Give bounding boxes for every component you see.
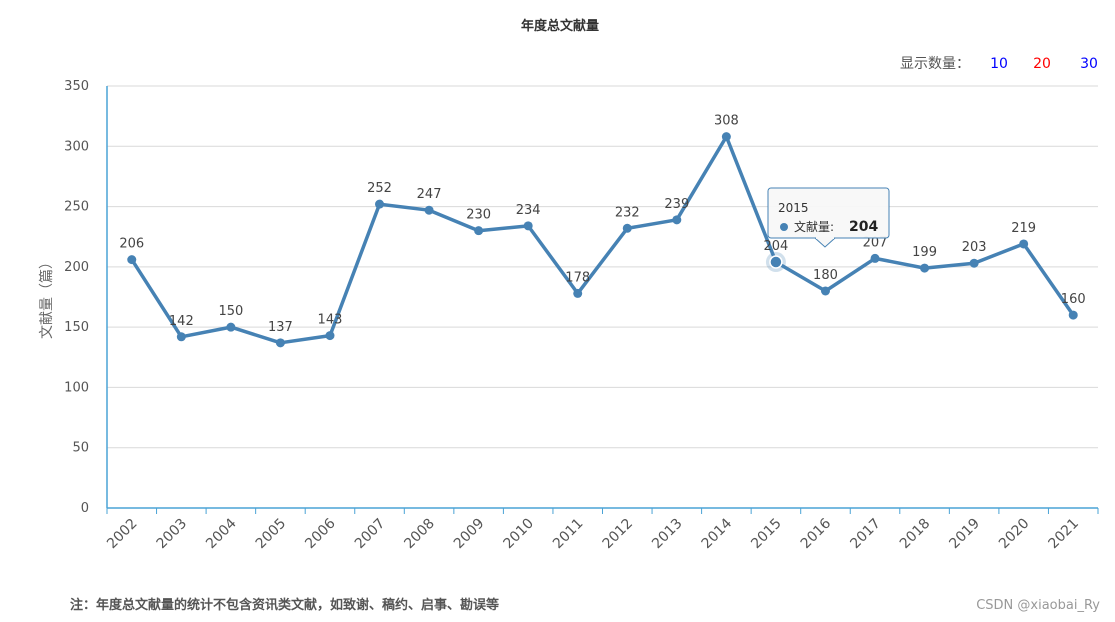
data-label: 207 bbox=[863, 235, 888, 250]
data-point bbox=[375, 199, 385, 209]
x-tick-label: 2017 bbox=[847, 516, 884, 553]
data-label: 180 bbox=[813, 268, 838, 283]
y-tick-label: 200 bbox=[64, 260, 89, 275]
tooltip: 2015 文献量: 204 bbox=[767, 187, 890, 248]
x-tick-label: 2014 bbox=[699, 515, 736, 552]
x-tick-label: 2006 bbox=[302, 515, 339, 552]
series-line bbox=[130, 134, 1075, 345]
y-tick-label: 100 bbox=[64, 380, 89, 395]
data-point bbox=[820, 286, 830, 296]
y-tick-label: 50 bbox=[72, 441, 89, 456]
data-label: 206 bbox=[119, 237, 144, 252]
x-tick-label: 2004 bbox=[203, 515, 240, 552]
x-tick-label: 2021 bbox=[1046, 516, 1083, 553]
y-tick-label: 0 bbox=[81, 501, 89, 516]
data-point bbox=[325, 331, 335, 341]
x-tick-label: 2019 bbox=[946, 516, 983, 553]
data-label: 232 bbox=[615, 205, 640, 220]
data-label: 160 bbox=[1061, 292, 1086, 307]
data-point bbox=[622, 223, 632, 233]
display-count-option-20[interactable]: 20 bbox=[1033, 56, 1051, 72]
display-count-controls: 显示数量： 10 20 30 bbox=[900, 56, 1098, 72]
y-axis-label: 文献量（篇） bbox=[39, 255, 55, 339]
data-point bbox=[226, 322, 236, 332]
data-point bbox=[424, 205, 434, 215]
display-count-option-30[interactable]: 30 bbox=[1080, 56, 1098, 72]
y-tick-label: 250 bbox=[64, 200, 89, 215]
data-point bbox=[1019, 239, 1029, 249]
y-tick-label: 300 bbox=[64, 139, 89, 154]
x-tick-label: 2002 bbox=[104, 516, 141, 553]
grid bbox=[107, 85, 1098, 449]
data-label: 150 bbox=[218, 304, 243, 319]
data-label: 204 bbox=[764, 239, 789, 254]
data-point bbox=[721, 132, 731, 142]
data-point bbox=[870, 253, 880, 263]
data-point bbox=[573, 288, 583, 298]
data-point bbox=[969, 258, 979, 268]
data-label: 143 bbox=[318, 313, 343, 328]
tooltip-series-marker bbox=[780, 223, 788, 231]
x-tick-label: 2011 bbox=[550, 516, 587, 553]
footnote: 注：年度总文献量的统计不包含资讯类文献，如致谢、稿约、启事、勘误等 bbox=[70, 597, 499, 613]
x-tick-label: 2007 bbox=[352, 516, 389, 553]
x-tick-label: 2008 bbox=[401, 516, 438, 553]
data-label: 142 bbox=[169, 314, 194, 329]
x-tick-label: 2009 bbox=[451, 516, 488, 553]
data-point bbox=[474, 226, 484, 236]
data-label: 247 bbox=[417, 187, 442, 202]
data-point bbox=[275, 338, 285, 348]
data-point bbox=[920, 263, 930, 273]
data-point bbox=[127, 255, 137, 265]
x-tick-label: 2018 bbox=[897, 516, 934, 553]
tooltip-pointer bbox=[813, 237, 837, 248]
data-point bbox=[523, 221, 533, 231]
x-tick-label: 2015 bbox=[748, 516, 785, 553]
data-point bbox=[1068, 310, 1078, 320]
x-tick-label: 2013 bbox=[649, 516, 686, 553]
data-label: 219 bbox=[1011, 221, 1036, 236]
data-label: 239 bbox=[664, 197, 689, 212]
data-label: 230 bbox=[466, 208, 491, 223]
display-count-label: 显示数量： bbox=[900, 56, 970, 72]
x-tick-label: 2010 bbox=[500, 516, 537, 553]
data-label: 178 bbox=[565, 270, 590, 285]
y-tick-label: 350 bbox=[64, 79, 89, 94]
x-tick-label: 2003 bbox=[154, 516, 191, 553]
data-label: 137 bbox=[268, 320, 293, 335]
data-label: 199 bbox=[912, 245, 937, 260]
chart-title: 年度总文献量 bbox=[521, 18, 599, 34]
data-label: 234 bbox=[516, 203, 541, 218]
y-tick-label: 150 bbox=[64, 320, 89, 335]
data-point bbox=[769, 255, 783, 269]
data-labels: 206 142 150 137 143 252 247 230 234 178 232 239 308 2… bbox=[119, 114, 1085, 335]
data-point bbox=[176, 332, 186, 342]
data-label: 308 bbox=[714, 114, 739, 129]
tooltip-category: 2015 bbox=[778, 201, 809, 215]
series bbox=[127, 132, 1078, 348]
tooltip-value: 204 bbox=[849, 219, 878, 235]
x-tick-label: 2020 bbox=[996, 516, 1033, 553]
x-tick-label: 2005 bbox=[253, 516, 290, 553]
watermark: CSDN @xiaobai_Ry bbox=[976, 598, 1100, 613]
tooltip-series-label: 文献量: bbox=[794, 219, 834, 234]
x-tick-label: 2016 bbox=[798, 515, 835, 552]
data-label: 252 bbox=[367, 181, 392, 196]
data-label: 203 bbox=[962, 240, 987, 255]
display-count-option-10[interactable]: 10 bbox=[990, 56, 1008, 72]
x-tick-label: 2012 bbox=[600, 516, 637, 553]
data-point bbox=[672, 215, 682, 225]
